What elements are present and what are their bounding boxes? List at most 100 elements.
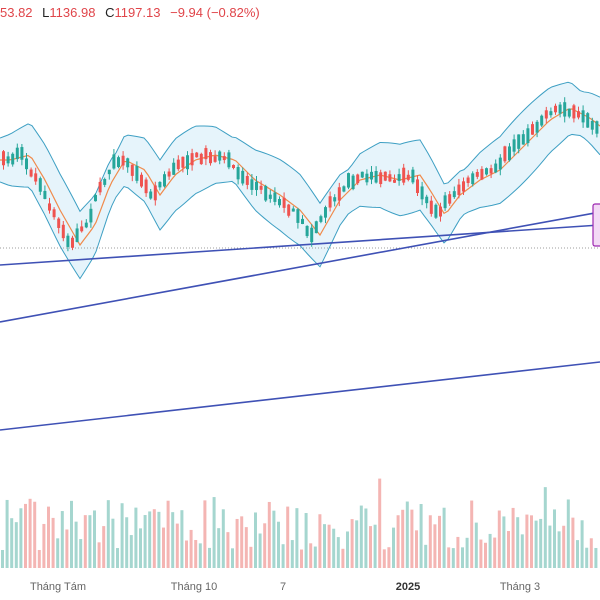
candle-body	[558, 104, 562, 114]
candle-body	[301, 218, 304, 225]
volume-bar	[272, 510, 276, 568]
candle-body	[305, 225, 309, 237]
volume-bar	[566, 499, 570, 568]
candle-body	[117, 157, 120, 167]
volume-bar	[534, 520, 538, 568]
trendline-2[interactable]	[0, 211, 600, 323]
candle-body	[190, 153, 194, 166]
volume-bar	[304, 513, 308, 568]
candle-body	[397, 174, 401, 181]
volume-bar	[19, 508, 23, 568]
candle-body	[512, 139, 516, 152]
candle-body	[567, 108, 571, 117]
candle-body	[112, 154, 116, 169]
low-value: 1136.98	[49, 5, 96, 20]
candle-body	[563, 102, 567, 117]
candle-body	[581, 110, 585, 123]
volume-bar	[525, 514, 529, 568]
candle-body	[521, 134, 525, 145]
candle-body	[572, 105, 576, 119]
candle-body	[2, 151, 5, 166]
volume-bar	[456, 536, 460, 568]
candle-body	[250, 179, 254, 190]
volume-bar	[70, 500, 73, 568]
volume-bar	[226, 532, 230, 568]
volume-bar	[323, 524, 326, 568]
volume-bar	[235, 518, 239, 568]
trendline-3[interactable]	[0, 361, 600, 431]
candle-body	[319, 216, 323, 222]
candle-body	[135, 165, 139, 181]
candle-body	[526, 128, 530, 144]
volume-bar	[116, 548, 119, 568]
candle-body	[356, 174, 360, 184]
candle-body	[360, 171, 364, 178]
volume-bar	[120, 503, 124, 568]
candle-body	[153, 185, 157, 201]
volume-bar	[470, 500, 474, 568]
volume-bar	[369, 526, 372, 568]
candle-body	[186, 155, 189, 170]
candle-body	[241, 170, 245, 184]
volume-bar	[589, 538, 593, 568]
volume-bar	[240, 516, 244, 568]
candle-body	[351, 175, 355, 190]
bollinger-bands	[0, 81, 600, 280]
candle-body	[333, 197, 337, 202]
volume-bar	[28, 498, 32, 568]
volume-bar	[520, 534, 524, 568]
candle-body	[448, 194, 452, 204]
candle-body	[255, 181, 258, 191]
candle-body	[466, 177, 470, 184]
volume-bar	[392, 527, 395, 568]
candle-body	[494, 163, 498, 173]
volume-bar	[295, 508, 299, 568]
candle-body	[590, 120, 594, 130]
x-tick-label: 7	[280, 581, 286, 593]
volume-bar	[313, 546, 317, 568]
range-box[interactable]	[592, 203, 600, 247]
volume-bar	[543, 487, 547, 568]
volume-bar	[185, 540, 188, 568]
candle-body	[29, 169, 33, 177]
candle-body	[374, 171, 378, 183]
volume-bar	[33, 501, 37, 568]
volume-bar	[350, 519, 354, 568]
candle-body	[94, 194, 97, 202]
volume-bar	[102, 526, 106, 568]
volume-bar	[139, 528, 142, 568]
candle-body	[80, 226, 84, 232]
volume-bar	[65, 529, 69, 568]
volume-bar	[83, 515, 87, 568]
candle-body	[347, 173, 350, 188]
candle-body	[11, 153, 15, 165]
x-axis: Tháng Tám Tháng 10 7 2025 Tháng 3	[30, 581, 540, 593]
volume-bar	[152, 509, 156, 568]
candle-body	[462, 181, 465, 192]
candle-body	[393, 179, 396, 183]
candle-body	[89, 208, 93, 223]
volume-bar	[359, 505, 363, 568]
candle-body	[71, 237, 74, 248]
candle-body	[328, 196, 332, 208]
volume-bars	[1, 478, 598, 568]
candle-body	[259, 185, 263, 190]
volume-bar	[10, 518, 14, 568]
volume-bar	[79, 539, 83, 568]
trendline-1[interactable]	[0, 224, 600, 266]
candle-body	[232, 164, 235, 169]
candle-body	[443, 195, 447, 209]
x-tick-label: Tháng 3	[500, 581, 540, 593]
volume-bar	[479, 539, 483, 568]
band-fill	[0, 82, 600, 279]
volume-bar	[56, 538, 60, 568]
close-value: 1197.13	[114, 5, 161, 20]
candle-body	[310, 227, 314, 243]
volume-bar	[111, 518, 115, 568]
volume-bar	[194, 539, 198, 568]
candle-body	[586, 113, 590, 128]
candle-body	[268, 194, 272, 199]
candle-body	[287, 204, 291, 216]
volume-bar	[24, 503, 27, 568]
